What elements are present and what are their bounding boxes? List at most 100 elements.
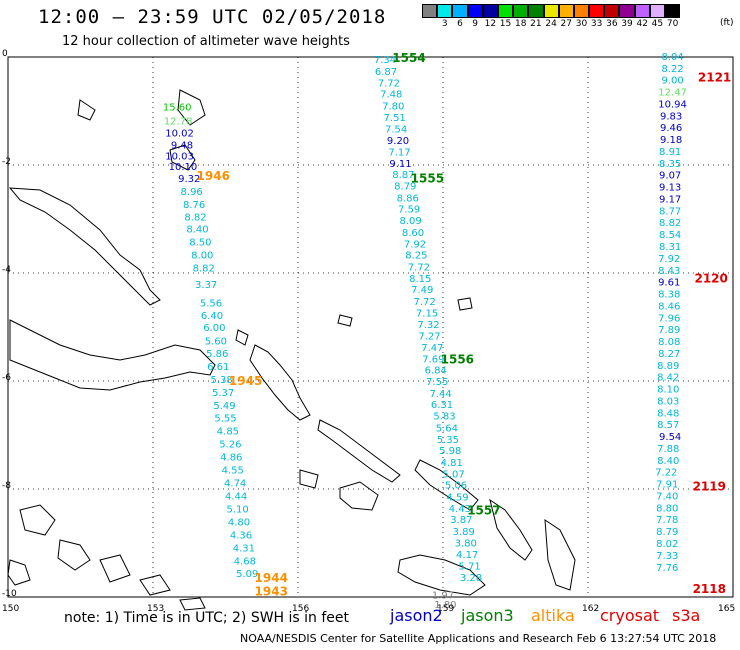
x-tick-label: 150 [2, 604, 20, 614]
wave-height-label: 8.22 [661, 64, 683, 75]
wave-height-label: 5.55 [214, 414, 236, 425]
legend-label: 42 [636, 19, 648, 29]
wave-height-label: 5.26 [219, 440, 241, 451]
legend-label: 24 [545, 19, 557, 29]
x-tick-label: 162 [582, 604, 600, 614]
wave-height-label: 8.80 [656, 503, 678, 514]
wave-height-label: 8.87 [392, 170, 414, 181]
wave-height-label: 8.89 [657, 361, 679, 372]
wave-height-label: 9.46 [660, 123, 682, 134]
wave-height-label: 8.09 [399, 216, 421, 227]
wave-height-label: 5.98 [439, 446, 461, 457]
legend-swatch [482, 4, 498, 18]
pass-time-label: 1556 [441, 352, 474, 366]
wave-height-label: 4.31 [233, 543, 255, 554]
wave-height-label: 7.33 [656, 551, 678, 562]
y-tick-label: -4 [2, 265, 11, 275]
wave-height-label: 3.87 [450, 515, 472, 526]
wave-height-label: 4.17 [456, 550, 478, 561]
legend-swatch [604, 4, 620, 18]
wave-height-label: 8.38 [658, 290, 680, 301]
wave-height-label: 8.10 [657, 385, 679, 396]
wave-height-label: 9.00 [661, 76, 683, 87]
wave-height-label: 9.18 [660, 135, 682, 146]
wave-height-label: 4.80 [228, 517, 250, 528]
wave-height-label: 8.91 [659, 147, 681, 158]
legend-swatch [528, 4, 544, 18]
wave-height-label: 7.32 [417, 320, 439, 331]
wave-height-label: 5.83 [433, 412, 455, 423]
wave-height-label: 8.40 [186, 225, 208, 236]
wave-height-label: 7.40 [656, 491, 678, 502]
color-legend: 3 6 9 12 15 18 21 24 27 30 33 36 39 42 45 70 (ft) [422, 4, 734, 30]
legend-swatch [665, 4, 681, 18]
wave-height-label: 7.47 [421, 343, 443, 354]
wave-height-label: 7.92 [658, 254, 680, 265]
wave-height-label: 7.59 [398, 205, 420, 216]
wave-height-label: 4.74 [224, 479, 246, 490]
wave-height-label: 8.27 [658, 349, 680, 360]
legend-label: 27 [560, 19, 572, 29]
wave-height-label: 7.55 [426, 377, 448, 388]
legend-label: 70 [666, 19, 679, 29]
y-tick-label: -2 [2, 157, 11, 167]
footer-note: note: 1) Time is in UTC; 2) SWH is in fe… [64, 610, 350, 626]
wave-height-label: 8.82 [193, 264, 215, 275]
legend-label: 21 [530, 19, 542, 29]
wave-height-label: 7.15 [416, 308, 438, 319]
wave-height-label: 7.76 [656, 563, 678, 574]
wave-height-label: 7.69 [422, 354, 444, 365]
page-title: 12:00 – 23:59 UTC 02/05/2018 [38, 6, 387, 28]
wave-height-label: 5.56 [200, 299, 222, 310]
track-2118-2121: 8.048.229.0012.4710.949.839.469.188.918.… [655, 52, 731, 596]
pass-time-label: 2120 [694, 271, 727, 285]
legend-label: 9 [472, 19, 479, 29]
wave-height-label: 7.22 [655, 468, 677, 479]
satellite-legend-cryosat: cryosat [600, 606, 660, 625]
wave-height-label: 8.54 [659, 230, 681, 241]
legend-label: 15 [499, 19, 512, 29]
wave-height-label: 8.03 [657, 396, 679, 407]
wave-height-label: 1.97 [432, 590, 454, 601]
wave-height-label: 8.96 [181, 187, 203, 198]
y-tick-label: 0 [2, 49, 8, 59]
wave-height-label: 7.54 [385, 124, 407, 135]
wave-height-label: 4.44 [225, 491, 247, 502]
coastlines [7, 89, 576, 611]
satellite-legend-jason3: jason3 [461, 606, 514, 625]
wave-height-label: 10.03 [165, 151, 194, 162]
wave-height-label: 8.02 [656, 539, 678, 550]
pass-time-label: 1554 [392, 51, 425, 65]
pass-time-label: 2121 [698, 71, 731, 85]
wave-height-label: 6.40 [201, 311, 223, 322]
x-tick-label: 156 [292, 604, 310, 614]
legend-label: 45 [651, 19, 664, 29]
wave-height-label: 5.38 [211, 375, 233, 386]
wave-height-label: 6.84 [425, 366, 447, 377]
footer-credit: NOAA/NESDIS Center for Satellite Applica… [240, 632, 717, 645]
wave-height-label: 9.13 [659, 183, 681, 194]
wave-height-label: 9.20 [387, 136, 409, 147]
wave-height-label: 4.86 [220, 453, 242, 464]
wave-height-label: 7.51 [384, 113, 406, 124]
wave-height-label: 5.09 [236, 569, 258, 580]
wave-height-label: 9.32 [178, 174, 200, 185]
wave-height-label: 5.71 [458, 562, 480, 573]
wave-height-label: 12.78 [164, 117, 193, 128]
wave-height-label: 3.37 [195, 280, 217, 291]
wave-height-label: 7.78 [656, 515, 678, 526]
wave-height-label: 8.79 [656, 527, 678, 538]
legend-unit: (ft) [720, 18, 734, 28]
legend-swatch [573, 4, 590, 18]
wave-height-label: 8.60 [402, 228, 424, 239]
wave-height-label: 4.85 [217, 427, 239, 438]
wave-height-label: 9.48 [171, 140, 193, 151]
legend-swatch [589, 4, 605, 18]
wave-height-label: 5.06 [445, 481, 467, 492]
wave-height-label: 9.54 [659, 432, 681, 443]
wave-height-label: 4.55 [222, 466, 244, 477]
wave-height-label: 7.17 [388, 148, 410, 159]
legend-swatch [452, 4, 468, 18]
